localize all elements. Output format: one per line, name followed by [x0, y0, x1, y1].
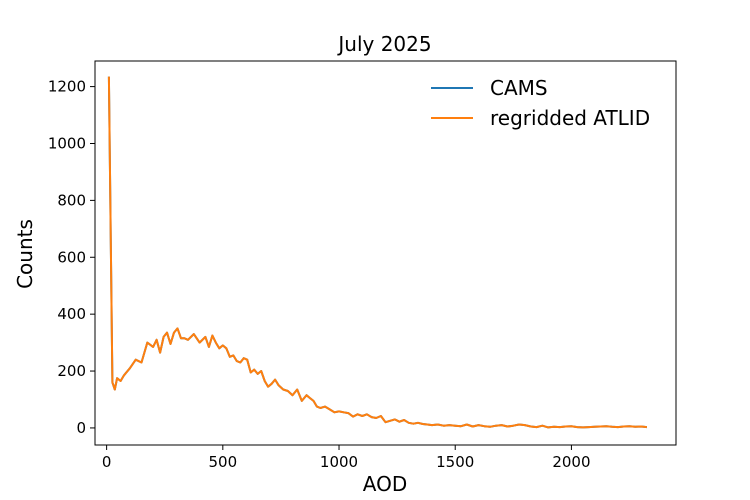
y-tick-label: 200 [57, 362, 86, 380]
x-tick-label: 0 [102, 453, 112, 471]
x-tick-label: 2000 [552, 453, 590, 471]
y-tick-label: 1000 [48, 134, 86, 152]
plot-area [107, 76, 648, 429]
y-tick-label: 1200 [48, 78, 86, 96]
legend-label-cams: CAMS [490, 76, 548, 100]
y-axis-label: Counts [13, 219, 37, 289]
y-tick-label: 600 [57, 248, 86, 266]
y-tick-label: 400 [57, 305, 86, 323]
x-tick-label: 1000 [320, 453, 358, 471]
x-axis: 0 500 1000 1500 2000 [102, 445, 591, 471]
y-tick-label: 800 [57, 191, 86, 209]
x-tick-label: 1500 [436, 453, 474, 471]
legend-label-regridded-atlid: regridded ATLID [490, 106, 650, 130]
series-layer [107, 76, 648, 429]
x-axis-label: AOD [363, 472, 407, 496]
series-line-regridded-atlid [107, 76, 648, 429]
y-tick-label: 0 [76, 419, 86, 437]
x-tick-label: 500 [208, 453, 237, 471]
legend: CAMS regridded ATLID [431, 76, 650, 130]
chart-title: July 2025 [336, 32, 431, 56]
plot-frame [94, 60, 677, 446]
y-axis: 0 200 400 600 800 1000 1200 [48, 78, 95, 437]
